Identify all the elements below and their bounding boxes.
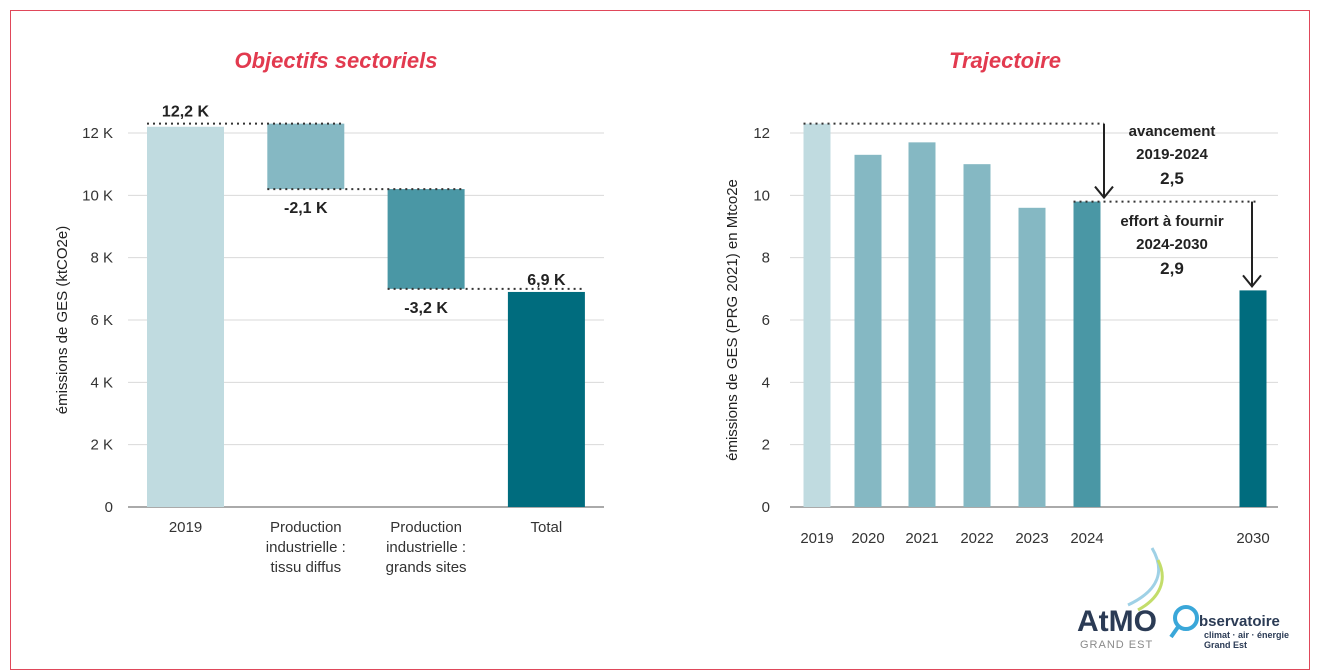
x-tick-label: 2030	[1236, 530, 1269, 547]
arrow	[1242, 201, 1262, 288]
data-label: -2,1 K	[284, 200, 328, 217]
x-tick-label: industrielle :	[266, 539, 346, 556]
y-tick-label: 4	[762, 374, 770, 391]
y-axis-label: émissions de GES (ktCO2e)	[54, 226, 71, 414]
chart-title: Trajectoire	[949, 48, 1061, 73]
x-tick-label: grands sites	[386, 559, 467, 576]
y-tick-label: 10 K	[82, 187, 113, 204]
x-tick-label: industrielle :	[386, 539, 466, 556]
bar	[387, 189, 465, 289]
y-tick-label: 6	[762, 312, 770, 329]
x-tick-label: 2022	[960, 530, 993, 547]
x-tick-label: 2023	[1015, 530, 1048, 547]
observatoire-logo-text: bservatoire	[1199, 613, 1280, 630]
annotation-value: 2,9	[1160, 259, 1184, 278]
y-tick-label: 6 K	[90, 312, 113, 329]
y-tick-label: 10	[753, 187, 770, 204]
x-tick-label: tissu diffus	[271, 559, 342, 576]
y-tick-label: 12 K	[82, 125, 113, 142]
atmo-swoosh	[1127, 547, 1161, 607]
y-tick-label: 2	[762, 437, 770, 454]
x-tick-label: 2021	[905, 530, 938, 547]
bar	[908, 142, 936, 507]
arrow	[1094, 123, 1114, 200]
x-tick-label: Production	[270, 519, 342, 536]
annotation-text: 2024-2030	[1136, 236, 1208, 253]
bar	[1073, 201, 1101, 508]
observatoire-logo-subtitle: climat · air · énergie	[1204, 630, 1289, 640]
annotation-text: 2019-2024	[1136, 146, 1208, 163]
data-label: -3,2 K	[404, 300, 448, 317]
bar	[507, 291, 585, 507]
x-tick-label: 2019	[169, 519, 202, 536]
bar	[803, 123, 831, 508]
y-tick-label: 0	[762, 499, 770, 516]
annotation-value: 2,5	[1160, 169, 1184, 188]
magnifier-icon	[1173, 605, 1199, 631]
x-tick-label: Total	[531, 519, 563, 536]
atmo-logo-subtitle: GRAND EST	[1080, 639, 1153, 651]
bar	[1239, 290, 1267, 507]
x-tick-label: 2019	[800, 530, 833, 547]
y-tick-label: 12	[753, 125, 770, 142]
x-tick-label: Production	[390, 519, 462, 536]
annotation-text: effort à fournir	[1120, 213, 1223, 230]
arrow-head	[1242, 274, 1262, 288]
y-tick-label: 2 K	[90, 437, 113, 454]
y-tick-label: 4 K	[90, 374, 113, 391]
bar	[963, 164, 991, 507]
annotation-text: avancement	[1129, 123, 1216, 140]
magnifier-handle	[1169, 625, 1180, 639]
y-tick-label: 8	[762, 250, 770, 267]
data-label: 6,9 K	[527, 272, 566, 289]
data-label: 12,2 K	[162, 104, 210, 121]
bar	[1018, 207, 1046, 508]
bar	[267, 123, 345, 190]
bar	[854, 154, 882, 508]
atmo-swoosh	[1137, 559, 1164, 612]
x-tick-label: 2020	[851, 530, 884, 547]
y-axis-label: émissions de GES (PRG 2021) en Mtco2e	[724, 179, 741, 461]
y-tick-label: 0	[105, 499, 113, 516]
arrow-head	[1094, 185, 1114, 200]
x-tick-label: 2024	[1070, 530, 1103, 547]
chart-canvas: Objectifs sectoriels 0 2 K 4 K 6 K 8 K 10 K 12 …	[54, 48, 1289, 651]
y-tick-label: 8 K	[90, 250, 113, 267]
atmo-logo-text: AtMO	[1077, 605, 1157, 638]
bar	[147, 126, 224, 508]
observatoire-logo-region: Grand Est	[1204, 640, 1247, 650]
chart-title: Objectifs sectoriels	[235, 48, 438, 73]
